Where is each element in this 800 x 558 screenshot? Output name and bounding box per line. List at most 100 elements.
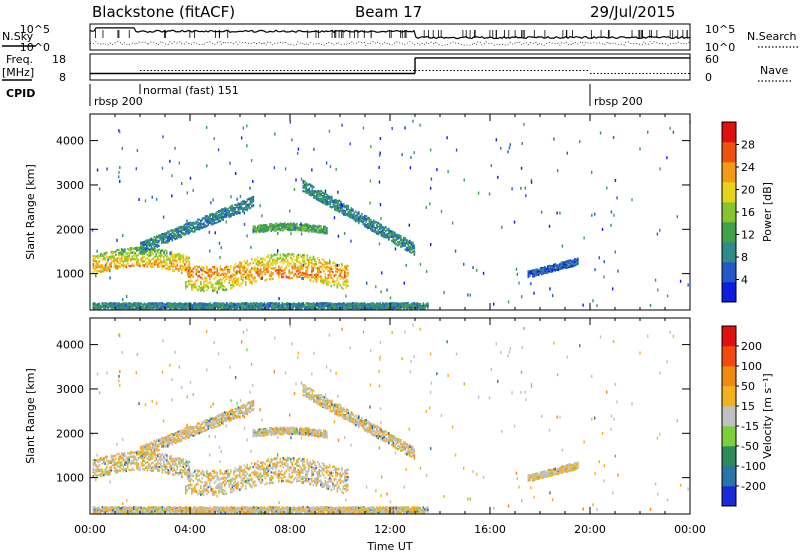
power-cell <box>226 268 228 270</box>
power-cell <box>343 269 345 271</box>
power-cell <box>299 266 301 268</box>
power-cell <box>224 286 226 288</box>
power-cell <box>201 303 203 305</box>
power-cell <box>258 303 260 305</box>
power-cell <box>391 230 393 232</box>
power-cell <box>212 290 214 292</box>
power-cell <box>205 284 207 286</box>
power-cell <box>93 263 95 265</box>
power-cell <box>146 246 148 248</box>
power-cell <box>97 263 99 265</box>
power-cell <box>191 270 193 272</box>
power-cell <box>183 306 185 308</box>
power-cell <box>218 219 220 221</box>
power-cell <box>538 272 540 274</box>
power-cell <box>292 224 294 226</box>
power-cell <box>340 278 342 280</box>
power-cell <box>291 304 293 306</box>
nave-label: Nave <box>760 64 788 77</box>
power-cell <box>308 259 310 261</box>
power-cell <box>220 210 222 212</box>
power-cell <box>268 302 270 304</box>
power-cell <box>206 220 208 222</box>
power-cell <box>290 272 292 274</box>
power-cell <box>136 250 138 252</box>
power-cell <box>269 265 271 267</box>
power-cell <box>211 220 213 222</box>
power-cell <box>117 257 119 259</box>
power-cell <box>93 307 95 309</box>
power-cell <box>159 258 161 260</box>
power-cell <box>307 191 309 193</box>
power-cell <box>244 272 246 274</box>
power-cell <box>187 281 189 283</box>
power-cell <box>205 271 207 273</box>
power-cell <box>129 254 131 256</box>
power-cell <box>334 209 336 211</box>
power-cell <box>230 277 232 279</box>
power-cell <box>287 228 289 230</box>
power-cell <box>183 267 185 269</box>
power-cell <box>129 265 131 267</box>
power-cell <box>224 289 226 291</box>
power-cell <box>177 307 179 309</box>
power-cell <box>307 276 309 278</box>
power-cell <box>357 213 359 215</box>
power-cell <box>364 225 366 227</box>
power-cell <box>213 307 215 309</box>
power-cell <box>135 303 137 305</box>
power-cell <box>168 256 170 258</box>
power-cell <box>330 206 332 208</box>
power-cell <box>349 215 351 217</box>
power-cell <box>232 276 234 278</box>
power-cell <box>247 274 249 276</box>
power-cell <box>393 235 395 237</box>
power-cell <box>120 251 122 253</box>
power-cell <box>179 236 181 238</box>
power-cell <box>314 260 316 262</box>
power-cell <box>138 262 140 264</box>
power-cell <box>232 273 234 275</box>
power-cell <box>124 248 126 250</box>
power-cell <box>535 274 537 276</box>
power-cell <box>283 258 285 260</box>
power-cell <box>221 279 223 281</box>
power-cell <box>118 305 120 307</box>
power-cell <box>262 225 264 227</box>
power-cell <box>183 258 185 260</box>
power-cell <box>178 306 180 308</box>
power-cell <box>339 204 341 206</box>
power-cell <box>152 240 154 242</box>
power-cell <box>276 302 278 304</box>
power-cell <box>114 266 116 268</box>
power-cell <box>367 217 369 219</box>
power-cell <box>289 226 291 228</box>
power-cell <box>399 235 401 237</box>
power-cell <box>571 265 573 267</box>
power-cell <box>558 268 560 270</box>
power-cell <box>372 230 374 232</box>
power-cell <box>567 260 569 262</box>
power-cell <box>165 260 167 262</box>
power-cell <box>311 230 313 232</box>
power-cell <box>265 269 267 271</box>
power-cell <box>319 268 321 270</box>
power-cell <box>168 265 170 267</box>
power-cell <box>319 261 321 263</box>
power-cell <box>228 306 230 308</box>
power-cell <box>211 307 213 309</box>
power-cell <box>220 282 222 284</box>
power-cell <box>256 280 258 282</box>
power-cell <box>97 307 99 309</box>
power-cell <box>123 304 125 306</box>
power-cell <box>100 255 102 257</box>
power-cell <box>127 262 129 264</box>
power-cell <box>191 284 193 286</box>
power-cell <box>118 307 120 309</box>
sky-trace <box>90 28 690 46</box>
power-cell <box>254 230 256 232</box>
power-cell <box>203 267 205 269</box>
power-cell <box>403 238 405 240</box>
power-cell <box>153 266 155 268</box>
power-cell <box>202 304 204 306</box>
